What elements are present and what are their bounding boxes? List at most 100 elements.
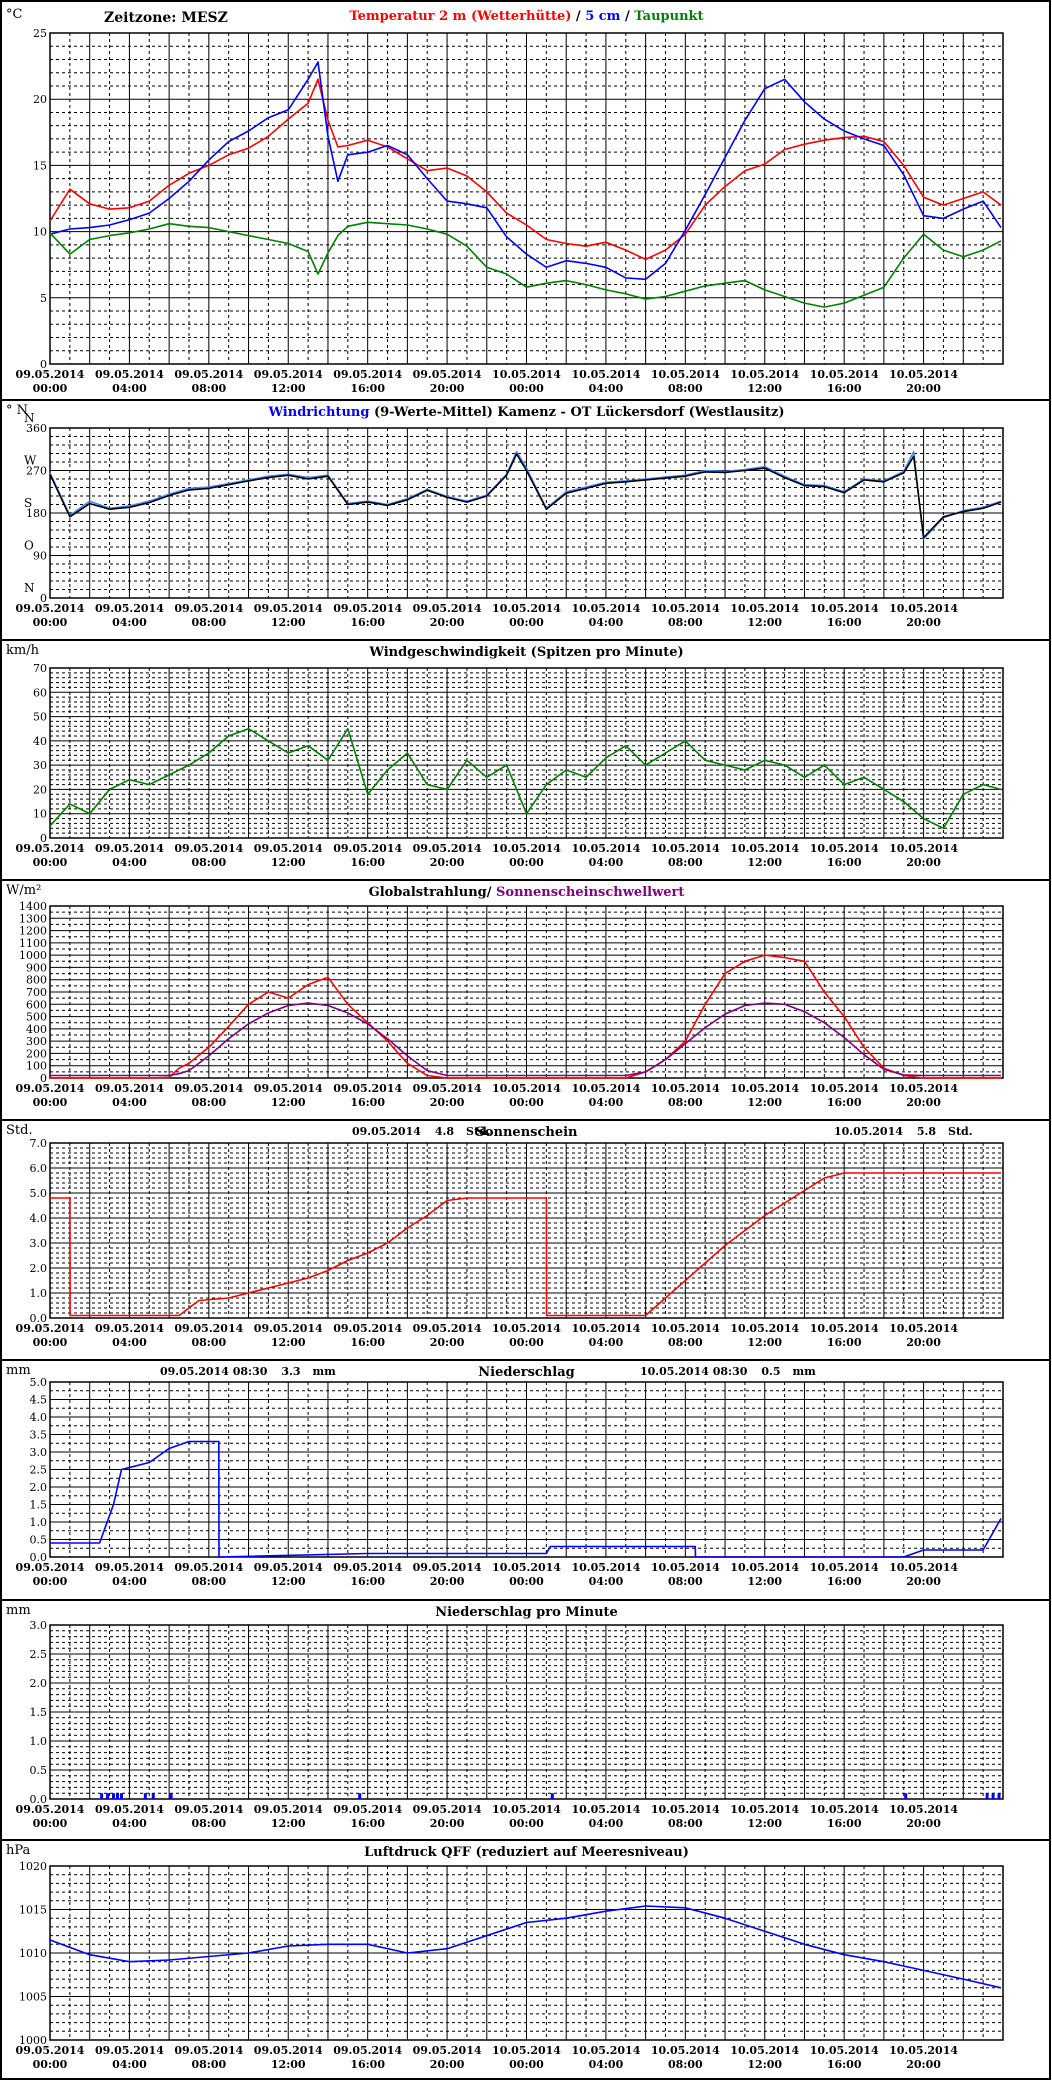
x-tick-time: 08:00 bbox=[191, 1096, 226, 1109]
x-tick-time: 00:00 bbox=[509, 1817, 544, 1830]
x-tick-time: 00:00 bbox=[509, 382, 544, 395]
x-tick-date: 09.05.2014 bbox=[16, 368, 85, 381]
x-tick-date: 10.05.2014 bbox=[889, 1561, 958, 1574]
y-tick-label: 1020 bbox=[19, 1860, 47, 1873]
x-tick-date: 10.05.2014 bbox=[492, 1322, 561, 1335]
plot-frame bbox=[49, 1142, 1004, 1319]
chart-panel-pressure: 1000 1005 1010 1015 1020 hPa Luftdruck QFF (re… bbox=[1, 1843, 1051, 2080]
y-tick-label: 1.0 bbox=[30, 1287, 48, 1300]
y-tick-label: 0.5 bbox=[30, 1534, 48, 1547]
chart-panel-global-radiation: 0100200300400500600700800900100011001200… bbox=[1, 883, 1051, 1121]
y-tick-label: 10 bbox=[33, 226, 47, 239]
x-tick-date: 10.05.2014 bbox=[810, 2044, 879, 2057]
x-tick-date: 10.05.2014 bbox=[651, 842, 720, 855]
x-tick-date: 09.05.2014 bbox=[254, 368, 323, 381]
series-line-sonnenscheinschwellwert bbox=[50, 1002, 1001, 1077]
x-tick-time: 12:00 bbox=[271, 382, 306, 395]
precipitation-bar bbox=[143, 1793, 147, 1799]
x-tick-time: 20:00 bbox=[906, 1817, 941, 1830]
precipitation-bar bbox=[151, 1793, 155, 1799]
x-tick-date: 10.05.2014 bbox=[492, 1561, 561, 1574]
x-tick-date: 09.05.2014 bbox=[174, 1082, 243, 1095]
x-tick-time: 04:00 bbox=[589, 1096, 624, 1109]
y-tick-label: 1200 bbox=[19, 925, 47, 938]
x-tick-time: 12:00 bbox=[747, 616, 782, 629]
x-tick-time: 12:00 bbox=[271, 616, 306, 629]
annotation-value: 0.5 bbox=[761, 1365, 780, 1378]
x-tick-date: 09.05.2014 bbox=[254, 1803, 323, 1816]
x-tick-date: 09.05.2014 bbox=[333, 1082, 402, 1095]
x-tick-time: 04:00 bbox=[112, 382, 147, 395]
x-tick-date: 10.05.2014 bbox=[730, 2044, 799, 2057]
y-tick-label: 60 bbox=[33, 686, 47, 699]
x-tick-time: 12:00 bbox=[747, 1575, 782, 1588]
x-tick-time: 12:00 bbox=[271, 1817, 306, 1830]
timezone-label: Zeitzone: MESZ bbox=[104, 10, 228, 26]
plot-frame bbox=[49, 32, 1004, 365]
x-tick-date: 09.05.2014 bbox=[95, 1322, 164, 1335]
chart-title: Niederschlag bbox=[478, 1365, 574, 1380]
x-tick-time: 16:00 bbox=[827, 1336, 862, 1349]
x-tick-time: 08:00 bbox=[668, 1336, 703, 1349]
precipitation-bar bbox=[550, 1793, 554, 1799]
x-tick-date: 09.05.2014 bbox=[16, 1561, 85, 1574]
x-tick-time: 04:00 bbox=[589, 1575, 624, 1588]
x-tick-date: 10.05.2014 bbox=[651, 2044, 720, 2057]
x-tick-time: 20:00 bbox=[430, 1336, 465, 1349]
x-tick-time: 00:00 bbox=[33, 1817, 68, 1830]
series-line-windrichtung bbox=[49, 450, 1002, 540]
chart-title: Globalstrahlung/ Sonnenscheinschwellwert bbox=[369, 885, 685, 900]
unit-label: W/m² bbox=[6, 883, 41, 898]
x-tick-date: 10.05.2014 bbox=[571, 842, 640, 855]
y-tick-label: 400 bbox=[26, 1023, 47, 1036]
x-tick-time: 08:00 bbox=[668, 2058, 703, 2071]
y-tick-label: 1005 bbox=[19, 1991, 47, 2004]
chart-title: Windrichtung (9-Werte-Mittel) Kamenz - O… bbox=[267, 405, 784, 420]
y-tick-label: 0 bbox=[40, 358, 47, 371]
y-tick-label: 500 bbox=[26, 1011, 47, 1024]
x-tick-date: 10.05.2014 bbox=[810, 1561, 879, 1574]
x-tick-time: 08:00 bbox=[668, 1096, 703, 1109]
x-tick-date: 10.05.2014 bbox=[810, 1803, 879, 1816]
x-tick-time: 20:00 bbox=[906, 1575, 941, 1588]
x-tick-time: 04:00 bbox=[112, 856, 147, 869]
x-tick-date: 09.05.2014 bbox=[174, 842, 243, 855]
y-tick-label: 700 bbox=[26, 986, 47, 999]
series-line-globalstrahlung bbox=[50, 954, 1001, 1079]
x-tick-date: 09.05.2014 bbox=[16, 842, 85, 855]
x-tick-date: 09.05.2014 bbox=[413, 1803, 482, 1816]
y-tick-label: 1000 bbox=[19, 949, 47, 962]
y-tick-label: 2.0 bbox=[30, 1677, 48, 1690]
plot-frame bbox=[49, 1624, 1004, 1800]
x-tick-time: 00:00 bbox=[33, 382, 68, 395]
x-tick-date: 09.05.2014 bbox=[333, 368, 402, 381]
chart-panel-temperature: 0 5 10 15 20 25 °C Temperatur 2 m (Wetterhütte)… bbox=[1, 7, 1051, 401]
y-tick-label: 4.0 bbox=[30, 1411, 48, 1424]
unit-label: mm bbox=[6, 1363, 31, 1378]
x-tick-date: 10.05.2014 bbox=[651, 368, 720, 381]
y-tick-label: 0.5 bbox=[30, 1764, 48, 1777]
x-tick-time: 00:00 bbox=[33, 1336, 68, 1349]
x-tick-date: 10.05.2014 bbox=[571, 1561, 640, 1574]
x-tick-date: 10.05.2014 bbox=[571, 1803, 640, 1816]
x-tick-date: 09.05.2014 bbox=[174, 1803, 243, 1816]
annotation-date: 09.05.2014 bbox=[352, 1125, 421, 1138]
x-tick-time: 20:00 bbox=[430, 616, 465, 629]
x-tick-time: 16:00 bbox=[827, 2058, 862, 2071]
precipitation-bar bbox=[116, 1793, 120, 1799]
y-tick-label: 1000 bbox=[19, 2034, 47, 2047]
y-tick-label: 20 bbox=[33, 783, 47, 796]
x-tick-time: 08:00 bbox=[668, 1575, 703, 1588]
x-tick-date: 09.05.2014 bbox=[16, 1322, 85, 1335]
y-tick-label: 900 bbox=[26, 961, 47, 974]
x-tick-time: 20:00 bbox=[430, 2058, 465, 2071]
y-tick-label: 200 bbox=[26, 1047, 47, 1060]
x-tick-date: 10.05.2014 bbox=[492, 368, 561, 381]
x-tick-time: 00:00 bbox=[509, 2058, 544, 2071]
x-tick-date: 09.05.2014 bbox=[95, 842, 164, 855]
x-tick-date: 10.05.2014 bbox=[651, 1082, 720, 1095]
x-tick-time: 04:00 bbox=[589, 382, 624, 395]
